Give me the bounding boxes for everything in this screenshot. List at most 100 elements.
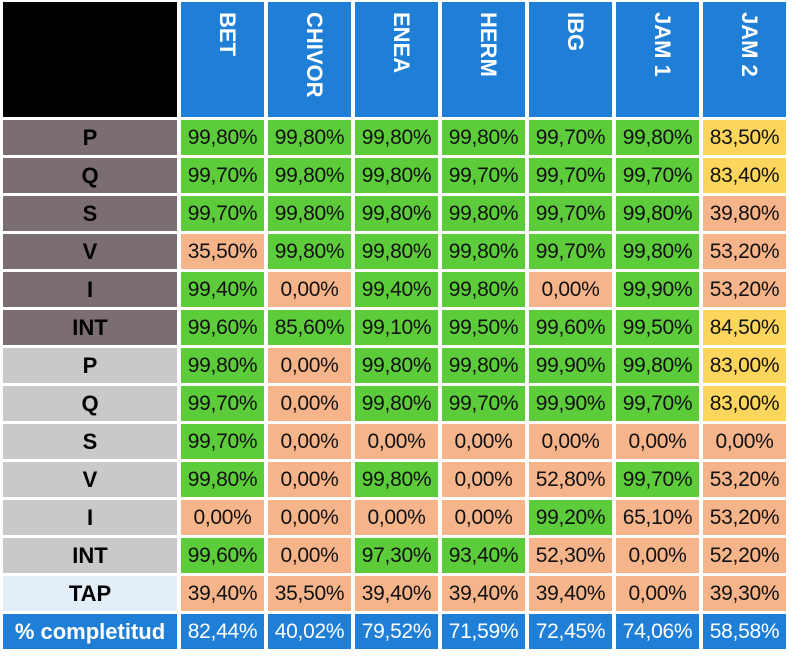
value-cell: 99,80% xyxy=(355,196,438,231)
value-cell: 99,10% xyxy=(355,310,438,345)
value-cell: 99,60% xyxy=(181,310,264,345)
row-label: % completitud xyxy=(3,614,177,649)
value-cell: 0,00% xyxy=(703,424,786,459)
column-header-label: IBG xyxy=(563,12,589,52)
table-row: V 35,50% 99,80% 99,80% 99,80% 99,70% 99,80% 53,… xyxy=(3,234,786,269)
row-label: I xyxy=(3,500,177,535)
value-cell: 99,80% xyxy=(181,120,264,155)
row-label: S xyxy=(3,424,177,459)
value-cell: 99,90% xyxy=(616,272,699,307)
column-header-label: BET xyxy=(215,12,241,56)
value-cell: 0,00% xyxy=(616,424,699,459)
value-cell: 99,70% xyxy=(616,386,699,421)
value-cell: 99,80% xyxy=(442,272,525,307)
value-cell: 99,80% xyxy=(616,196,699,231)
value-cell: 0,00% xyxy=(268,500,351,535)
value-cell: 99,70% xyxy=(529,234,612,269)
value-cell: 99,80% xyxy=(268,234,351,269)
value-cell: 99,80% xyxy=(181,348,264,383)
row-label: V xyxy=(3,234,177,269)
column-header-jam2: JAM 2 xyxy=(703,2,786,117)
column-header-label: JAM 2 xyxy=(737,12,763,77)
value-cell: 39,40% xyxy=(181,576,264,611)
value-cell: 99,70% xyxy=(181,424,264,459)
column-header-label: ENEA xyxy=(389,12,415,74)
row-label: S xyxy=(3,196,177,231)
value-cell: 99,60% xyxy=(529,310,612,345)
value-cell: 0,00% xyxy=(442,462,525,497)
value-cell: 0,00% xyxy=(268,348,351,383)
value-cell: 40,02% xyxy=(268,614,351,649)
value-cell: 65,10% xyxy=(616,500,699,535)
value-cell: 99,80% xyxy=(442,234,525,269)
value-cell: 72,45% xyxy=(529,614,612,649)
value-cell: 52,30% xyxy=(529,538,612,573)
value-cell: 99,70% xyxy=(529,158,612,193)
value-cell: 99,70% xyxy=(181,158,264,193)
value-cell: 0,00% xyxy=(355,500,438,535)
value-cell: 99,80% xyxy=(268,196,351,231)
column-header-enea: ENEA xyxy=(355,2,438,117)
row-label: P xyxy=(3,348,177,383)
value-cell: 99,80% xyxy=(181,462,264,497)
value-cell: 39,80% xyxy=(703,196,786,231)
value-cell: 99,80% xyxy=(268,120,351,155)
value-cell: 99,40% xyxy=(181,272,264,307)
table-row: % completitud 82,44% 40,02% 79,52% 71,59% 72,… xyxy=(3,614,786,649)
value-cell: 0,00% xyxy=(181,500,264,535)
value-cell: 99,80% xyxy=(355,462,438,497)
value-cell: 99,50% xyxy=(442,310,525,345)
column-header-label: CHIVOR xyxy=(302,12,328,98)
value-cell: 39,40% xyxy=(442,576,525,611)
value-cell: 99,70% xyxy=(616,158,699,193)
value-cell: 35,50% xyxy=(268,576,351,611)
column-header-label: JAM 1 xyxy=(650,12,676,77)
value-cell: 99,80% xyxy=(616,120,699,155)
value-cell: 99,70% xyxy=(616,462,699,497)
value-cell: 99,70% xyxy=(181,196,264,231)
table-row: S 99,70% 0,00% 0,00% 0,00% 0,00% 0,00% 0,00% xyxy=(3,424,786,459)
value-cell: 99,70% xyxy=(442,158,525,193)
row-label: INT xyxy=(3,310,177,345)
value-cell: 99,20% xyxy=(529,500,612,535)
value-cell: 0,00% xyxy=(616,576,699,611)
value-cell: 99,80% xyxy=(355,234,438,269)
value-cell: 99,70% xyxy=(529,196,612,231)
value-cell: 71,59% xyxy=(442,614,525,649)
value-cell: 99,80% xyxy=(268,158,351,193)
value-cell: 83,40% xyxy=(703,158,786,193)
value-cell: 0,00% xyxy=(268,424,351,459)
row-label: Q xyxy=(3,386,177,421)
value-cell: 83,00% xyxy=(703,386,786,421)
row-label: I xyxy=(3,272,177,307)
value-cell: 74,06% xyxy=(616,614,699,649)
table-row: Q 99,70% 0,00% 99,80% 99,70% 99,90% 99,70% 83,0… xyxy=(3,386,786,421)
value-cell: 0,00% xyxy=(442,424,525,459)
value-cell: 99,80% xyxy=(355,348,438,383)
row-label: Q xyxy=(3,158,177,193)
row-label: TAP xyxy=(3,576,177,611)
value-cell: 99,40% xyxy=(355,272,438,307)
value-cell: 99,80% xyxy=(442,348,525,383)
value-cell: 0,00% xyxy=(355,424,438,459)
value-cell: 99,70% xyxy=(442,386,525,421)
value-cell: 99,80% xyxy=(355,386,438,421)
table-row: P 99,80% 0,00% 99,80% 99,80% 99,90% 99,80% 83,0… xyxy=(3,348,786,383)
value-cell: 93,40% xyxy=(442,538,525,573)
value-cell: 53,20% xyxy=(703,500,786,535)
value-cell: 84,50% xyxy=(703,310,786,345)
value-cell: 97,30% xyxy=(355,538,438,573)
value-cell: 99,60% xyxy=(181,538,264,573)
table-row: TAP 39,40% 35,50% 39,40% 39,40% 39,40% 0,00% 39… xyxy=(3,576,786,611)
header-row: BET CHIVOR ENEA HERM IBG JAM 1 JAM 2 xyxy=(3,2,786,117)
value-cell: 53,20% xyxy=(703,272,786,307)
value-cell: 53,20% xyxy=(703,462,786,497)
row-label: P xyxy=(3,120,177,155)
column-header-bet: BET xyxy=(181,2,264,117)
table-row: S 99,70% 99,80% 99,80% 99,80% 99,70% 99,80% 39,… xyxy=(3,196,786,231)
value-cell: 0,00% xyxy=(616,538,699,573)
table-row: INT 99,60% 0,00% 97,30% 93,40% 52,30% 0,00% 52,… xyxy=(3,538,786,573)
column-header-chivor: CHIVOR xyxy=(268,2,351,117)
value-cell: 99,80% xyxy=(442,196,525,231)
table-row: Q 99,70% 99,80% 99,80% 99,70% 99,70% 99,70% 83,… xyxy=(3,158,786,193)
